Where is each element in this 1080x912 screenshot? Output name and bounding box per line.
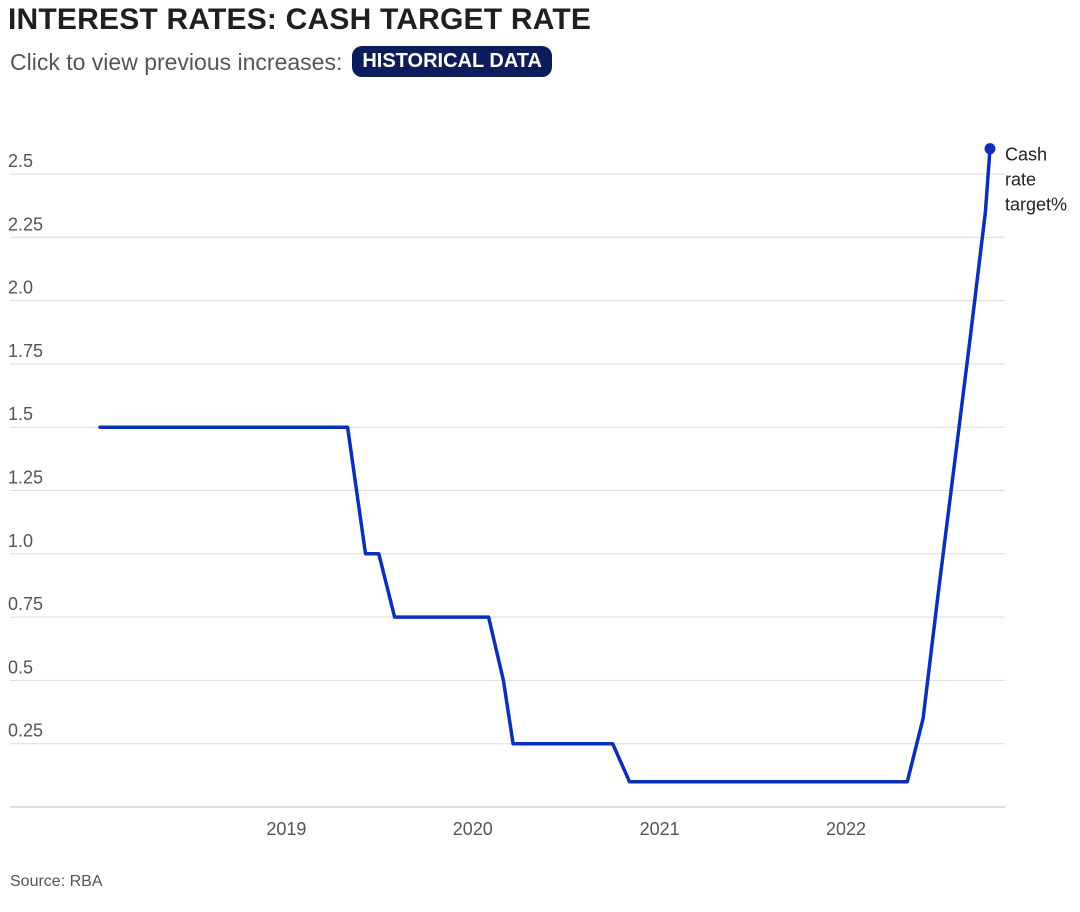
- y-tick-label: 1.25: [8, 468, 43, 488]
- x-axis-ticks: 2019 2020 2021 2022: [266, 819, 866, 839]
- x-tick-label: 2021: [640, 819, 680, 839]
- series-label: Cash: [1005, 145, 1047, 165]
- y-axis-ticks: 0.25 0.5 0.75 1.0 1.25 1.5 1.75 2.0 2.25 2.5: [8, 151, 43, 741]
- y-tick-label: 2.5: [8, 151, 33, 171]
- historical-data-button[interactable]: HISTORICAL DATA: [352, 46, 552, 77]
- x-tick-label: 2019: [266, 819, 306, 839]
- x-tick-label: 2020: [453, 819, 493, 839]
- series-line: [98, 146, 992, 784]
- subtitle-text: Click to view previous increases:: [10, 48, 343, 75]
- page-title: INTEREST RATES: CASH TARGET RATE: [8, 3, 592, 36]
- y-tick-label: 2.0: [8, 278, 33, 298]
- source-note: Source: RBA: [10, 873, 103, 890]
- series-end-marker: [984, 143, 996, 155]
- series-label: target%: [1005, 195, 1067, 215]
- x-tick-label: 2022: [826, 819, 866, 839]
- series-layer: Cash rate target%: [98, 143, 1067, 784]
- y-tick-label: 2.25: [8, 214, 43, 234]
- y-tick-label: 0.5: [8, 657, 33, 677]
- y-tick-label: 1.5: [8, 404, 33, 424]
- grid-lines: [10, 173, 1005, 808]
- y-tick-label: 1.0: [8, 531, 33, 551]
- subtitle-row: Click to view previous increases: HISTOR…: [10, 46, 552, 77]
- y-tick-label: 1.75: [8, 341, 43, 361]
- y-tick-label: 0.75: [8, 594, 43, 614]
- series-label: rate: [1005, 170, 1036, 190]
- y-tick-label: 0.25: [8, 721, 43, 741]
